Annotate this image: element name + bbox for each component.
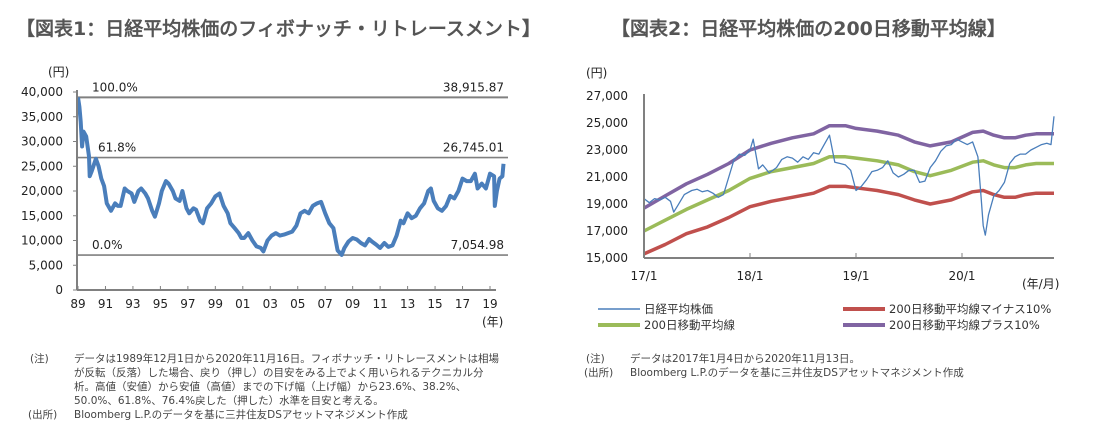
chart2-y-unit-label: (円) — [586, 66, 607, 80]
x-tick-label: 95 — [153, 297, 168, 311]
legend-label: 200日移動平均線マイナス10% — [889, 302, 1051, 316]
y-tick-label: 15,000 — [21, 209, 63, 223]
chart2-legend: 日経平均株価 200日移動平均線 200日移動平均線マイナス10% 200日移動平均線… — [598, 302, 1051, 332]
chart2-notes: (注) データは2017年1月4日から2020年11月13日。 (出所) Blo… — [584, 352, 1086, 392]
y-tick-label: 27,000 — [586, 89, 628, 103]
chart1-source-label: (出所) — [28, 409, 58, 421]
chart2-source-text: Bloomberg L.P.のデータを基に三井住友DSアセットマネジメント作成 — [630, 367, 964, 379]
x-tick-label: 99 — [208, 297, 223, 311]
chart2-source-label: (出所) — [584, 367, 614, 379]
series-line-ma200-plus10 — [643, 123, 1054, 210]
chart2-note-text: データは2017年1月4日から2020年11月13日。 — [630, 353, 861, 365]
retracement-level-value: 26,745.01 — [443, 141, 504, 155]
y-tick-label: 21,000 — [586, 170, 628, 184]
chart2-x-unit-label: (年/月) — [1022, 277, 1059, 291]
x-tick-label: 01 — [235, 297, 250, 311]
x-tick-label: 05 — [290, 297, 305, 311]
y-tick-label: 30,000 — [21, 135, 63, 149]
chart1-x-unit-label: (年) — [482, 315, 503, 329]
chart1-source-text: Bloomberg L.P.のデータを基に三井住友DSアセットマネジメント作成 — [74, 409, 408, 421]
x-tick-label: 19 — [482, 297, 497, 311]
y-tick-label: 10,000 — [21, 234, 63, 248]
retracement-level-value: 38,915.87 — [443, 80, 504, 94]
chart1-y-unit-label: (円) — [48, 65, 69, 79]
x-tick-label: 15 — [427, 297, 442, 311]
y-tick-label: 15,000 — [586, 251, 628, 265]
x-tick-label: 97 — [180, 297, 195, 311]
chart1-note-line: 析。高値（安値）から安値（高値）までの下げ幅（上げ幅）から23.6%、38.2%… — [74, 381, 467, 393]
chart1-notes: (注) データは1989年12月1日から2020年11月16日。フィボナッチ・リ… — [28, 352, 530, 432]
retracement-level-value: 7,054.98 — [451, 238, 504, 252]
y-tick-label: 23,000 — [586, 143, 628, 157]
chart2-title: 【図表2：日経平均株価の200日移動平均線】 — [611, 18, 1006, 40]
chart1-note-line: データは1989年12月1日から2020年11月16日。フィボナッチ・リトレース… — [74, 353, 499, 365]
x-tick-label: 20/1 — [949, 269, 976, 283]
legend-label: 日経平均株価 — [644, 302, 713, 316]
retracement-level-label: 0.0% — [92, 238, 123, 252]
chart1-note-label: (注) — [30, 353, 49, 365]
y-tick-label: 35,000 — [21, 110, 63, 124]
chart1-note-line: が反転（反落）した場合、戻り（押し）の目安をみる上でよく用いられるテクニカル分 — [74, 367, 484, 379]
legend-label: 200日移動平均線プラス10% — [889, 318, 1040, 332]
x-tick-label: 17 — [455, 297, 470, 311]
chart2-note-label: (注) — [586, 353, 605, 365]
x-tick-label: 19/1 — [843, 269, 870, 283]
x-tick-label: 18/1 — [737, 269, 764, 283]
chart1-title: 【図表1：日経平均株価のフィボナッチ・リトレースメント】 — [16, 18, 541, 40]
chart1-note-line: 50.0%、61.8%、76.4%戻した（押した）水準を目安と考える。 — [74, 395, 384, 407]
legend-label: 200日移動平均線 — [644, 318, 735, 332]
x-tick-label: 89 — [70, 297, 85, 311]
x-tick-label: 11 — [372, 297, 387, 311]
series-line-nikkei — [643, 116, 1055, 236]
y-tick-label: 25,000 — [21, 159, 63, 173]
y-tick-label: 19,000 — [586, 197, 628, 211]
x-tick-label: 17/1 — [631, 269, 658, 283]
series-line-ma200 — [643, 155, 1054, 233]
y-tick-label: 17,000 — [586, 224, 628, 238]
x-tick-label: 91 — [98, 297, 113, 311]
x-tick-label: 09 — [345, 297, 360, 311]
y-tick-label: 25,000 — [586, 116, 628, 130]
y-tick-label: 5,000 — [29, 258, 63, 272]
x-tick-label: 93 — [125, 297, 140, 311]
retracement-level-label: 100.0% — [92, 80, 138, 94]
y-tick-label: 20,000 — [21, 184, 63, 198]
y-tick-label: 0 — [55, 283, 63, 297]
x-tick-label: 13 — [400, 297, 415, 311]
y-tick-label: 40,000 — [21, 85, 63, 99]
x-tick-label: 07 — [318, 297, 333, 311]
series-line-nikkei — [76, 97, 506, 257]
series-line-ma200-minus10 — [643, 184, 1054, 256]
retracement-level-label: 61.8% — [98, 141, 136, 155]
x-tick-label: 03 — [263, 297, 278, 311]
chart2-200day-moving-average: (円) (年/月) 15,000 17,000 19,000 21,000 23,000… — [586, 66, 1059, 332]
chart1-fibonacci-retracement: (円) (年) 100.0% 38,915.87 61.8% 26,745.01 0.0… — [21, 65, 508, 329]
